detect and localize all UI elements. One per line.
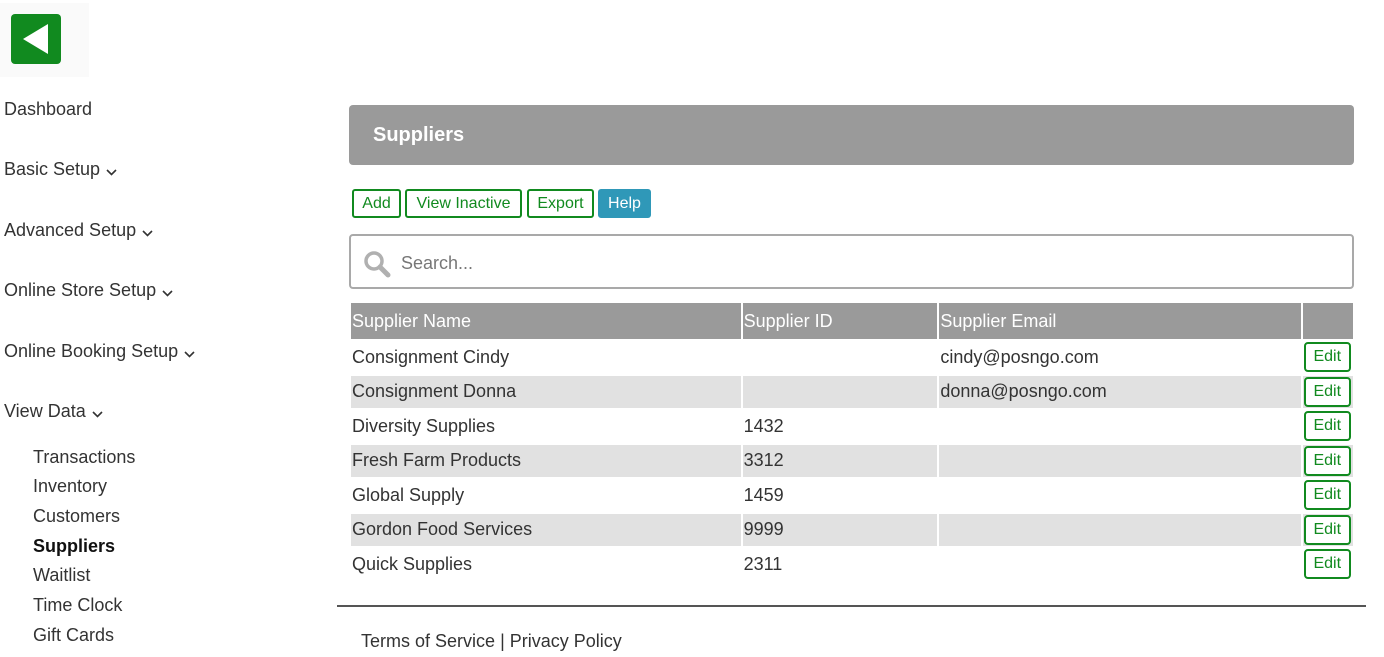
- chevron-down-icon: [142, 221, 153, 242]
- sidebar-subitem-customers[interactable]: Customers: [33, 506, 121, 526]
- table-row[interactable]: Consignment Cindy cindy@posngo.com Edit: [351, 341, 1353, 374]
- sidebar-subitem-waitlist[interactable]: Waitlist: [33, 565, 91, 585]
- supplier-name-cell: Quick Supplies: [352, 553, 473, 574]
- sidebar-item-label: View Data: [4, 401, 86, 421]
- sidebar-subitem-time-clock[interactable]: Time Clock: [33, 595, 123, 615]
- sidebar-subitem-transactions[interactable]: Transactions: [33, 447, 136, 467]
- table-row[interactable]: Diversity Supplies 1432 Edit: [351, 410, 1353, 443]
- supplier-email-cell: [939, 513, 1301, 546]
- footer: Terms of Service | Privacy Policy: [361, 631, 622, 652]
- column-header-supplier-name[interactable]: Supplier Name: [351, 303, 741, 339]
- footer-separator: |: [500, 631, 505, 651]
- supplier-id-cell: 1459: [743, 484, 784, 505]
- sidebar-item-dashboard[interactable]: Dashboard: [4, 99, 92, 120]
- sidebar-item-basic-setup[interactable]: Basic Setup: [4, 159, 117, 181]
- sidebar-subitem-inventory[interactable]: Inventory: [33, 476, 108, 496]
- column-header-supplier-email[interactable]: Supplier Email: [939, 303, 1301, 339]
- sidebar-subitem-gift-cards[interactable]: Gift Cards: [33, 625, 115, 645]
- search-box: [349, 234, 1354, 289]
- sidebar-item-label: Basic Setup: [4, 159, 101, 179]
- chevron-down-icon: [162, 281, 173, 302]
- supplier-id-cell: [742, 375, 938, 408]
- supplier-name-cell: Fresh Farm Products: [351, 444, 741, 477]
- back-arrow-icon: [10, 13, 61, 64]
- back-button[interactable]: [0, 3, 89, 77]
- edit-button[interactable]: Edit: [1303, 376, 1351, 407]
- sidebar-item-label: Online Store Setup: [4, 280, 157, 300]
- page-title: Suppliers: [373, 124, 465, 146]
- sidebar-item-online-booking-setup[interactable]: Online Booking Setup: [4, 341, 195, 363]
- terms-of-service-link[interactable]: Terms of Service: [361, 631, 496, 651]
- supplier-email-cell: [939, 479, 1300, 512]
- edit-button[interactable]: Edit: [1303, 549, 1351, 580]
- column-header-supplier-id[interactable]: Supplier ID: [742, 303, 938, 339]
- supplier-name-cell: Diversity Supplies: [352, 415, 496, 436]
- supplier-id-cell: 2311: [743, 553, 783, 574]
- column-header-actions: [1302, 303, 1353, 339]
- table-row[interactable]: Fresh Farm Products 3312 Edit: [351, 444, 1353, 477]
- supplier-name-cell: Consignment Donna: [351, 375, 741, 408]
- privacy-policy-link[interactable]: Privacy Policy: [509, 631, 622, 651]
- supplier-name-cell: Consignment Cindy: [352, 346, 510, 367]
- edit-button[interactable]: Edit: [1303, 445, 1351, 476]
- edit-button[interactable]: Edit: [1303, 342, 1351, 373]
- table-header-row: Supplier Name Supplier ID Supplier Email: [351, 303, 1353, 339]
- add-button[interactable]: Add: [352, 189, 401, 218]
- sidebar-item-online-store-setup[interactable]: Online Store Setup: [4, 280, 173, 302]
- sidebar-item-view-data[interactable]: View Data: [4, 401, 103, 423]
- supplier-email-cell: donna@posngo.com: [939, 375, 1301, 408]
- sidebar-item-label: Dashboard: [4, 99, 93, 119]
- search-input[interactable]: [399, 248, 1303, 278]
- help-button[interactable]: Help: [598, 189, 651, 218]
- export-button[interactable]: Export: [527, 189, 594, 218]
- table-row[interactable]: Gordon Food Services 9999 Edit: [351, 513, 1353, 546]
- chevron-down-icon: [184, 342, 195, 363]
- supplier-email-cell: [939, 444, 1301, 477]
- supplier-id-cell: 1432: [743, 415, 784, 436]
- table-row[interactable]: Global Supply 1459 Edit: [351, 479, 1353, 512]
- chevron-down-icon: [92, 402, 103, 423]
- supplier-name-cell: Gordon Food Services: [351, 513, 741, 546]
- supplier-id-cell: [743, 341, 938, 374]
- supplier-id-cell: 9999: [742, 513, 938, 546]
- edit-button[interactable]: Edit: [1303, 514, 1351, 545]
- supplier-email-cell: cindy@posngo.com: [940, 346, 1099, 367]
- supplier-email-cell: [939, 410, 1300, 443]
- sidebar-item-label: Advanced Setup: [4, 220, 137, 240]
- view-inactive-button[interactable]: View Inactive: [405, 189, 522, 218]
- sidebar-item-label: Online Booking Setup: [4, 341, 179, 361]
- edit-button[interactable]: Edit: [1303, 411, 1351, 442]
- sidebar-item-advanced-setup[interactable]: Advanced Setup: [4, 220, 153, 242]
- table-row[interactable]: Quick Supplies 2311 Edit: [351, 548, 1353, 581]
- sidebar-subitem-suppliers[interactable]: Suppliers: [33, 536, 116, 556]
- suppliers-table: Supplier Name Supplier ID Supplier Email…: [349, 301, 1355, 583]
- table-row[interactable]: Consignment Donna donna@posngo.com Edit: [351, 375, 1353, 408]
- page-header: Suppliers: [349, 105, 1354, 165]
- footer-divider: [337, 605, 1366, 607]
- supplier-id-cell: 3312: [742, 444, 938, 477]
- supplier-email-cell: [939, 548, 1300, 581]
- chevron-down-icon: [106, 160, 117, 181]
- supplier-name-cell: Global Supply: [352, 484, 465, 505]
- search-icon: [363, 250, 391, 283]
- edit-button[interactable]: Edit: [1303, 480, 1351, 511]
